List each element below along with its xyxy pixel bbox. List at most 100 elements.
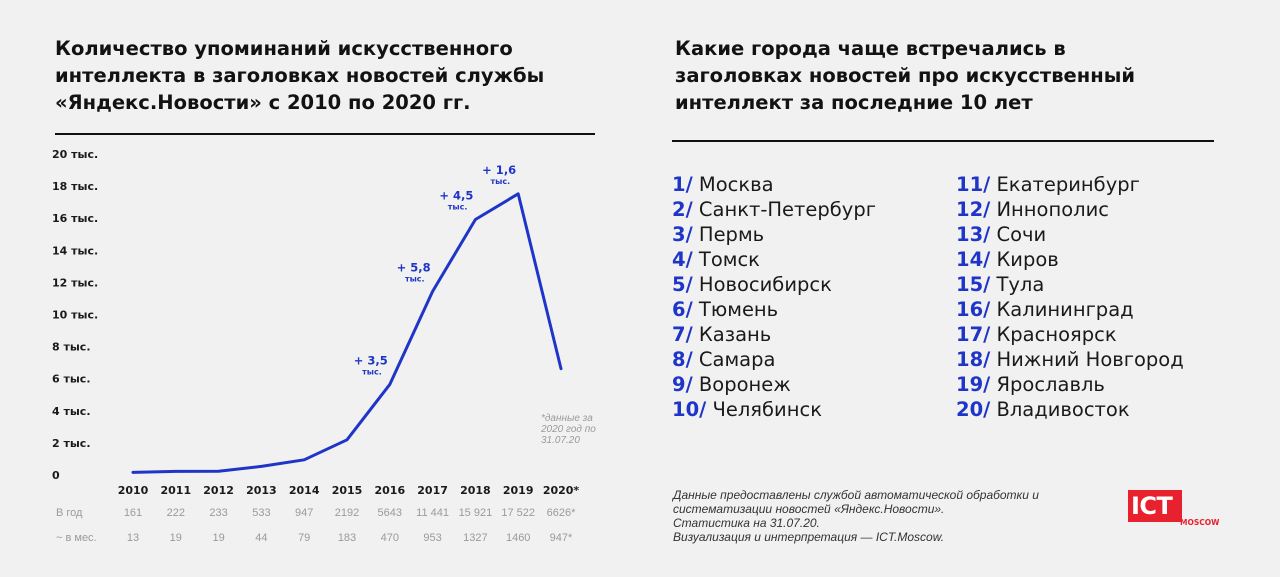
x-tick-label: 2015: [332, 484, 363, 497]
city-item: 5/ Новосибирск: [672, 272, 876, 297]
city-rank: 8/: [672, 348, 693, 371]
left-title-line: «Яндекс.Новости» с 2010 по 2020 гг.: [55, 91, 471, 114]
y-tick-label: 0: [52, 469, 60, 482]
city-item: 15/ Тула: [956, 272, 1184, 297]
table-cell: 19: [212, 532, 224, 544]
city-item: 2/ Санкт-Петербург: [672, 197, 876, 222]
city-item: 20/ Владивосток: [956, 397, 1184, 422]
x-axis: 2010 2011 2012 2013 2014 2015 2016 2017 2018 2019…: [118, 484, 580, 497]
footnote-line: *данные за: [541, 413, 593, 424]
logo-box: ICT: [1128, 490, 1182, 522]
city-name: Воронеж: [692, 373, 791, 396]
series-line: [131, 192, 563, 474]
growth-label: + 3,5: [354, 353, 388, 367]
city-name: Челябинск: [706, 398, 822, 421]
y-tick-label: 10 тыс.: [52, 309, 98, 322]
source-line: Данные предоставлены службой автоматичес…: [673, 488, 1039, 502]
city-item: 6/ Тюмень: [672, 297, 876, 322]
table-cell: 947: [295, 507, 313, 519]
x-tick-label: 2017: [417, 484, 448, 497]
city-rank: 7/: [672, 323, 693, 346]
y-tick-label: 4 тыс.: [52, 405, 91, 418]
city-rank: 5/: [672, 273, 693, 296]
table-cell: 533: [252, 507, 270, 519]
city-rank: 15/: [956, 273, 991, 296]
y-tick-label: 8 тыс.: [52, 341, 91, 354]
city-name: Калининград: [990, 298, 1134, 321]
city-name: Тюмень: [692, 298, 779, 321]
table-cell: 15 921: [459, 507, 493, 519]
table-cell: 44: [255, 532, 267, 544]
table-row-label: ~ в мес.: [56, 532, 97, 544]
right-title: Какие города чаще встречались в заголовк…: [675, 35, 1135, 116]
table-cell: 2192: [335, 507, 359, 519]
growth-unit: тыс.: [491, 177, 511, 186]
growth-unit: тыс.: [362, 367, 382, 376]
left-title-line: Количество упоминаний искусственного: [55, 37, 513, 60]
line-chart: 0 2 тыс. 4 тыс. 6 тыс. 8 тыс. 10 тыс. 12 тыс. 1…: [52, 148, 596, 544]
table-cell: 947*: [550, 532, 573, 544]
x-tick-label: 2019: [503, 484, 534, 497]
city-item: 7/ Казань: [672, 322, 876, 347]
right-divider: [672, 140, 1214, 142]
city-rank: 11/: [956, 173, 991, 196]
y-tick-label: 14 тыс.: [52, 244, 98, 257]
y-axis: 0 2 тыс. 4 тыс. 6 тыс. 8 тыс. 10 тыс. 12 тыс. 1…: [52, 148, 98, 482]
x-tick-label: 2014: [289, 484, 320, 497]
right-title-line: интеллект за последние 10 лет: [675, 91, 1033, 114]
ict-moscow-logo: ICT MOSCOW: [1128, 490, 1228, 540]
city-item: 17/ Красноярск: [956, 322, 1184, 347]
city-rank: 3/: [672, 223, 693, 246]
source-line: систематизации новостей «Яндекс.Новости»…: [673, 502, 945, 516]
city-item: 8/ Самара: [672, 347, 876, 372]
city-name: Новосибирск: [692, 273, 832, 296]
city-name: Казань: [692, 323, 772, 346]
city-rank: 17/: [956, 323, 991, 346]
table-cell: 11 441: [416, 507, 449, 519]
x-tick-label: 2012: [203, 484, 234, 497]
city-name: Киров: [990, 248, 1059, 271]
table-cell: 13: [127, 532, 139, 544]
logo-text: ICT: [1131, 492, 1173, 520]
city-item: 11/ Екатеринбург: [956, 172, 1184, 197]
source-line: Визуализация и интерпретация — ICT.Mosco…: [673, 530, 945, 544]
footnote-line: 2020 год по: [540, 424, 596, 435]
city-rank: 20/: [956, 398, 991, 421]
x-tick-label: 2011: [160, 484, 191, 497]
table-cell: 19: [170, 532, 182, 544]
table-cell: 183: [338, 532, 356, 544]
city-rank: 4/: [672, 248, 693, 271]
city-name: Нижний Новгород: [990, 348, 1184, 371]
city-rank: 19/: [956, 373, 991, 396]
x-tick-label: 2010: [118, 484, 149, 497]
table-cell: 6626*: [547, 507, 576, 519]
city-name: Екатеринбург: [990, 173, 1140, 196]
y-tick-label: 6 тыс.: [52, 373, 91, 386]
city-item: 1/ Москва: [672, 172, 876, 197]
table-cell: 161: [124, 507, 142, 519]
city-name: Санкт-Петербург: [692, 198, 876, 221]
table-cell: 1327: [463, 532, 487, 544]
city-rank: 16/: [956, 298, 991, 321]
city-name: Томск: [692, 248, 760, 271]
footnote-line: 31.07.20: [541, 435, 580, 446]
y-tick-label: 18 тыс.: [52, 180, 98, 193]
city-item: 18/ Нижний Новгород: [956, 347, 1184, 372]
right-title-line: Какие города чаще встречались в: [675, 37, 1066, 60]
growth-label: + 4,5: [439, 188, 473, 202]
city-list-right: 11/ Екатеринбург 12/ Иннополис 13/ Сочи 14/…: [956, 172, 1184, 422]
left-title: Количество упоминаний искусственного инт…: [55, 35, 544, 116]
x-tick-label: 2020*: [543, 484, 580, 497]
source-note: Данные предоставлены службой автоматичес…: [673, 488, 1039, 544]
growth-unit: тыс.: [448, 202, 468, 211]
growth-label: + 1,6: [482, 163, 516, 177]
table-cell: 1460: [506, 532, 530, 544]
left-divider: [55, 133, 595, 135]
city-name: Сочи: [990, 223, 1047, 246]
city-name: Самара: [692, 348, 776, 371]
city-rank: 18/: [956, 348, 991, 371]
table-row-label: В год: [56, 507, 83, 519]
right-title-line: заголовках новостей про искусственный: [675, 64, 1136, 87]
